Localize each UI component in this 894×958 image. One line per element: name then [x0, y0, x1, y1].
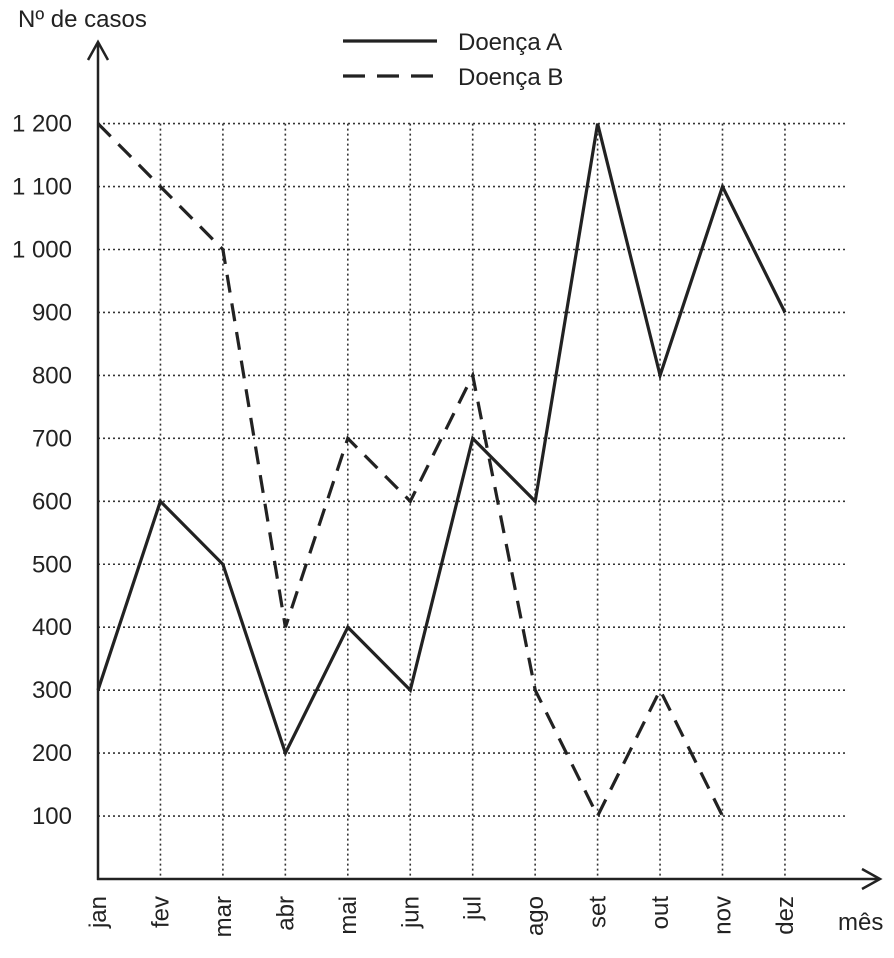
- series-line-b: [96, 122, 724, 820]
- y-tick-label: 1 200: [12, 111, 72, 138]
- x-tick-label: jan: [85, 896, 112, 929]
- legend-label: Doença A: [458, 29, 562, 56]
- y-axis-title: Nº de casos: [18, 6, 147, 33]
- y-tick-label: 800: [32, 362, 72, 389]
- y-axis-arrow: [86, 39, 110, 61]
- x-tick-label: mai: [335, 896, 362, 935]
- x-tick-label: abr: [272, 896, 299, 931]
- y-tick-label: 300: [32, 677, 72, 704]
- y-tick-labels: 100 200 300 400 500 600 700 800 900 1 000 1 100 1 2…: [12, 111, 72, 830]
- y-tick-label: 1 100: [12, 174, 72, 201]
- x-tick-label: dez: [772, 896, 799, 935]
- y-tick-label: 1 000: [12, 237, 72, 264]
- x-tick-label: jun: [397, 896, 424, 929]
- x-tick-label: fev: [147, 896, 174, 928]
- y-tick-label: 400: [32, 614, 72, 641]
- y-tick-label: 500: [32, 551, 72, 578]
- x-tick-labels: jan fev mar abr mai jun jul ago set out nov dez: [85, 896, 799, 938]
- x-axis-arrow: [861, 867, 883, 891]
- y-tick-label: 700: [32, 425, 72, 452]
- x-tick-label: jul: [460, 896, 487, 921]
- series: [96, 122, 787, 820]
- x-tick-label: nov: [710, 896, 737, 935]
- axes: [86, 39, 883, 891]
- y-tick-label: 100: [32, 803, 72, 830]
- legend-label: Doença B: [458, 64, 563, 91]
- series-line-a: [96, 123, 787, 758]
- y-tick-label: 600: [32, 488, 72, 515]
- y-tick-label: 900: [32, 299, 72, 326]
- x-tick-label: out: [647, 896, 674, 930]
- x-tick-label: set: [585, 896, 612, 928]
- legend: Doença A Doença B: [343, 29, 563, 91]
- x-axis-title: mês: [838, 909, 883, 936]
- x-tick-label: ago: [522, 896, 549, 936]
- x-tick-label: mar: [210, 896, 237, 937]
- y-tick-label: 200: [32, 740, 72, 767]
